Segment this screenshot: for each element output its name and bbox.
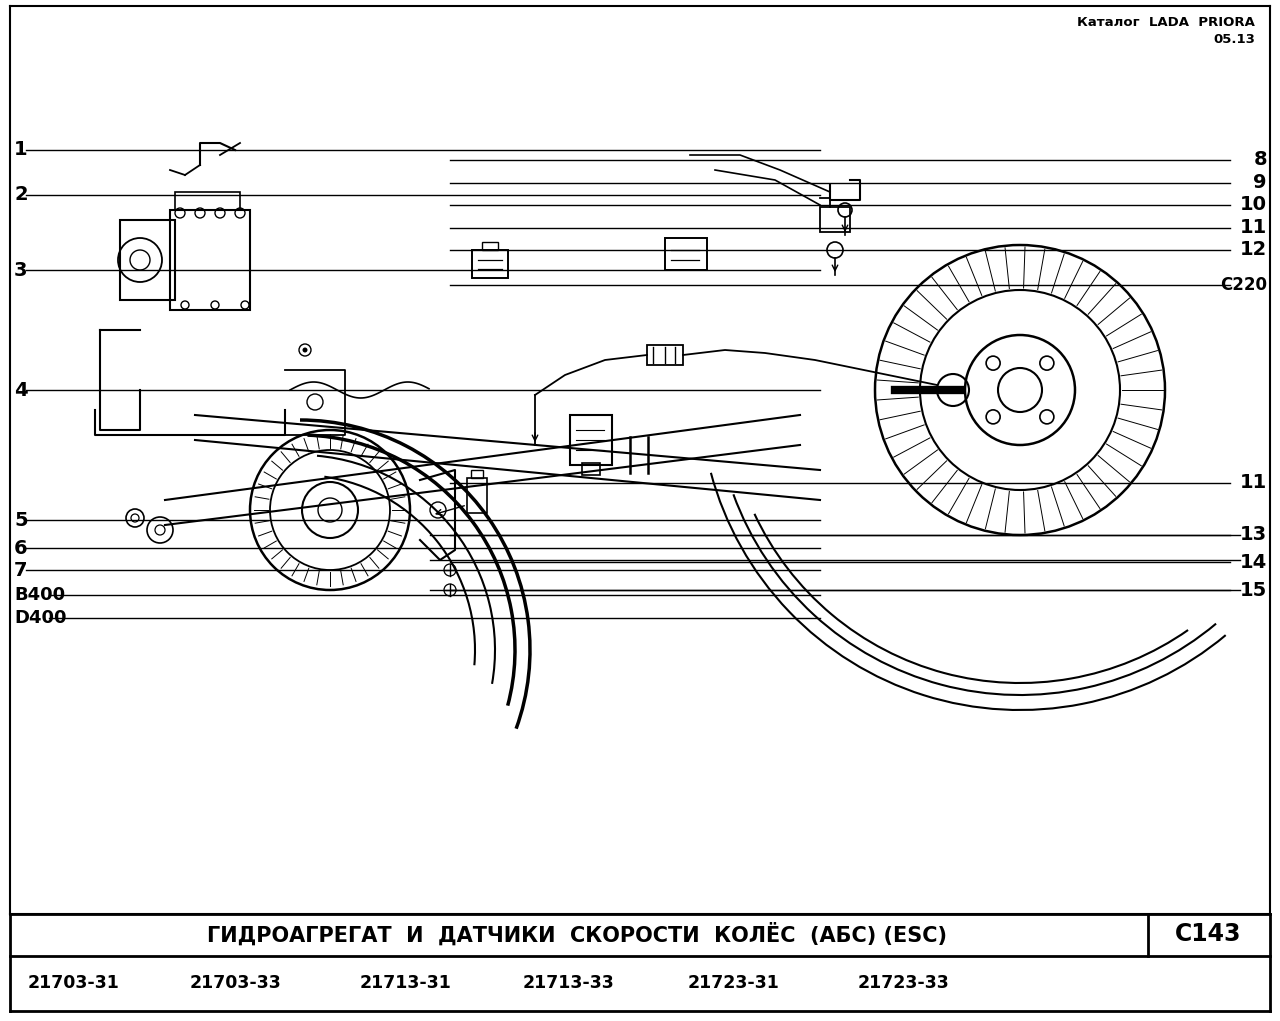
Bar xyxy=(483,242,498,250)
Bar xyxy=(467,478,486,513)
Text: 11: 11 xyxy=(1240,474,1267,492)
Text: 21723-33: 21723-33 xyxy=(858,974,950,992)
Text: 3: 3 xyxy=(14,260,27,280)
Text: 6: 6 xyxy=(14,538,28,557)
Text: 9: 9 xyxy=(1253,174,1267,193)
Text: 2: 2 xyxy=(14,186,28,204)
Bar xyxy=(175,192,241,210)
Text: 05.13: 05.13 xyxy=(1213,33,1254,46)
Text: 21703-33: 21703-33 xyxy=(189,974,282,992)
Text: 1: 1 xyxy=(14,141,28,159)
Text: 4: 4 xyxy=(14,381,28,399)
Text: C220: C220 xyxy=(1220,276,1267,294)
Bar xyxy=(820,207,850,232)
Bar xyxy=(120,220,175,300)
Text: ГИДРОАГРЕГАТ  И  ДАТЧИКИ  СКОРОСТИ  КОЛЁС  (АБС) (ESC): ГИДРОАГРЕГАТ И ДАТЧИКИ СКОРОСТИ КОЛЁС (А… xyxy=(207,922,947,945)
Text: 21713-33: 21713-33 xyxy=(524,974,614,992)
Bar xyxy=(472,250,508,278)
Text: 8: 8 xyxy=(1253,150,1267,169)
Text: D400: D400 xyxy=(14,609,67,627)
Bar xyxy=(170,210,250,310)
Text: C143: C143 xyxy=(1175,922,1242,946)
Text: B400: B400 xyxy=(14,586,65,604)
Text: 12: 12 xyxy=(1240,241,1267,259)
Text: 21723-31: 21723-31 xyxy=(689,974,780,992)
Text: 21713-31: 21713-31 xyxy=(360,974,452,992)
Text: 15: 15 xyxy=(1240,581,1267,599)
Text: 11: 11 xyxy=(1240,218,1267,238)
Text: 5: 5 xyxy=(14,510,28,530)
Text: 13: 13 xyxy=(1240,526,1267,544)
Text: Каталог  LADA  PRIORA: Каталог LADA PRIORA xyxy=(1078,16,1254,29)
Text: 10: 10 xyxy=(1240,195,1267,214)
Bar xyxy=(666,238,707,270)
Bar xyxy=(570,415,612,465)
Bar xyxy=(582,463,600,475)
Circle shape xyxy=(302,347,307,352)
Text: 14: 14 xyxy=(1240,552,1267,572)
Bar xyxy=(471,470,483,478)
Bar xyxy=(646,345,684,364)
Text: 7: 7 xyxy=(14,561,27,580)
Text: 21703-31: 21703-31 xyxy=(28,974,120,992)
